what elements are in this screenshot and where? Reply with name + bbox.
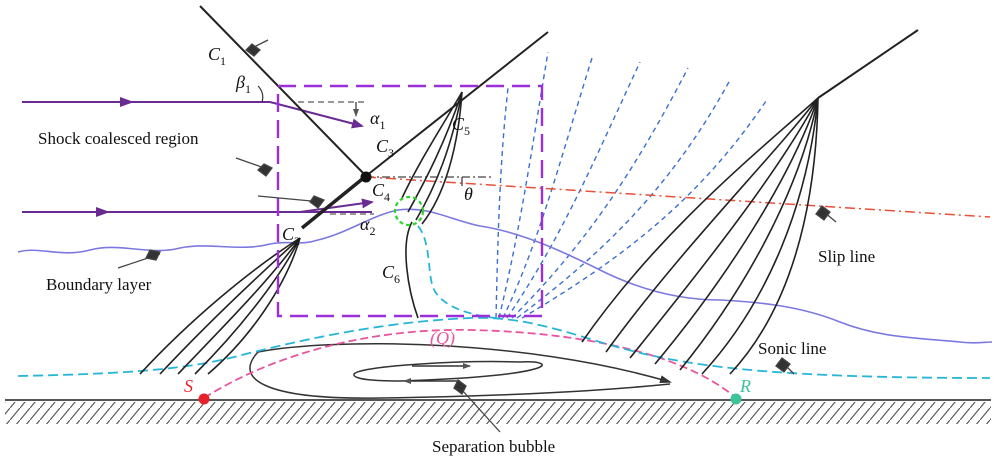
point-s [198,393,210,405]
point-r [730,393,742,405]
compression-fan-left [139,237,301,375]
deflected-flow-upper [269,101,364,129]
wall [5,399,991,424]
incident-shock-c2 [300,174,368,230]
deflected-flow-lower [299,198,374,213]
label-leaders [117,39,837,433]
shock-c6 [405,221,419,319]
label-c4: C4 [372,180,390,204]
dividing-streamline [203,328,737,399]
label-sonic-line: Sonic line [758,339,826,358]
compression-fan-c5 [401,91,463,225]
label-shock-coalesced-region: Shock coalesced region [38,129,199,148]
label-s: S [184,376,193,396]
label-slip-line: Slip line [818,247,875,266]
compression-fan-right [581,97,819,375]
beta1-arc [257,85,264,103]
label-beta1: β1 [235,72,251,96]
label-q: (Q) [430,328,455,349]
separation-bubble-streamlines [249,343,672,399]
slip-line [365,176,991,218]
c4-marker-ring [393,195,425,227]
incoming-flow-upper [22,97,270,107]
label-c2: C2 [282,224,300,248]
label-alpha2: α2 [360,214,375,238]
expansion-fan [495,51,769,319]
label-separation-bubble: Separation bubble [432,437,555,456]
sonic-line [17,316,991,379]
label-r: R [739,376,751,396]
label-c6: C6 [382,262,400,286]
label-c3: C3 [376,136,394,160]
label-theta: θ [464,184,473,204]
sonic-line-branch [417,225,497,319]
label-c1: C1 [208,44,226,68]
shock-coalesced-region-box [276,84,544,318]
incoming-flow-lower [22,207,372,217]
label-c5: C5 [452,114,470,138]
incident-shock-c1 [199,5,367,177]
label-alpha1: α1 [370,108,385,132]
boundary-layer-edge [17,208,993,344]
label-boundary-layer: Boundary layer [46,275,152,294]
triple-point [360,171,372,183]
reflected-shock-right [817,29,919,99]
